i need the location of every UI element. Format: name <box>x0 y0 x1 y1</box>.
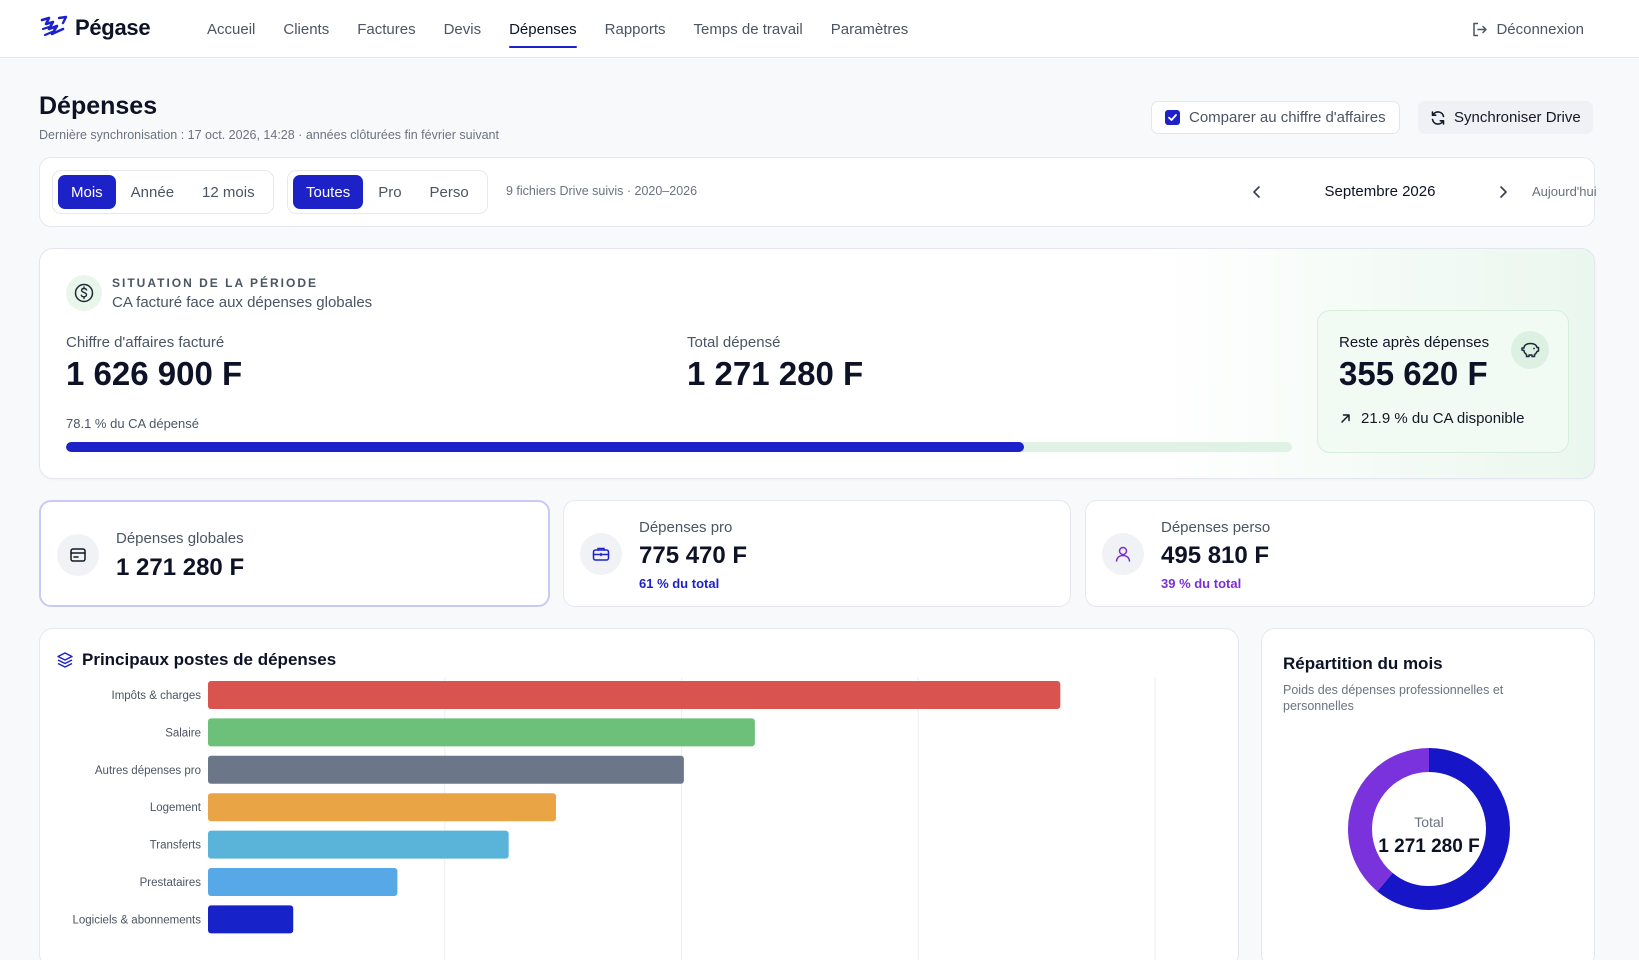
scope-all[interactable]: Toutes <box>293 175 364 209</box>
compare-checkbox[interactable] <box>1165 110 1180 125</box>
period-mode-year[interactable]: Année <box>130 183 175 201</box>
user-icon <box>1102 533 1144 575</box>
nav-item-temps-de-travail[interactable]: Temps de travail <box>693 20 803 38</box>
pegase-logo-icon <box>40 15 68 37</box>
chart-bar[interactable] <box>208 830 509 859</box>
chart-title: Principaux postes de dépenses <box>82 650 337 669</box>
stat-card-global[interactable]: Dépenses globales 1 271 280 F <box>39 500 550 607</box>
chart-bar[interactable] <box>208 905 294 934</box>
chevron-left-icon <box>1253 186 1260 198</box>
chart-category-label: Autres dépenses pro <box>95 765 201 777</box>
nav-item-factures[interactable]: Factures <box>357 20 416 38</box>
chart-bar[interactable] <box>208 868 398 896</box>
donut-segment-perso[interactable] <box>1348 748 1510 910</box>
filter-bar: Mois Année 12 mois Toutes Pro Perso 9 fi… <box>39 157 1597 227</box>
logout-icon <box>1473 22 1488 36</box>
arrow-up-right-icon <box>1341 414 1350 423</box>
pro-perso-donut-chart <box>1348 748 1510 910</box>
chart-category-label: Prestataires <box>140 877 202 889</box>
nav-item-clients[interactable]: Clients <box>283 20 330 38</box>
piggy-bank-icon <box>1511 331 1549 369</box>
top-navigation-bar: Pégase Accueil Clients Factures Devis Dé… <box>0 0 1639 58</box>
stat-perso-label: Dépenses perso <box>1161 519 1271 536</box>
chart-category-label: Impôts & charges <box>112 690 202 702</box>
situation-kicker: SITUATION DE LA PÉRIODE <box>112 276 319 290</box>
spent-percent-label: 78.1 % du CA dépensé <box>66 416 199 431</box>
layers-icon <box>57 652 73 668</box>
stat-global-label: Dépenses globales <box>116 530 244 547</box>
remaining-note: 21.9 % du CA disponible <box>1339 410 1524 427</box>
wallet-icon <box>57 534 99 576</box>
page-title: Dépenses <box>39 92 158 120</box>
expense-bar-chart: Impôts & charges Salaire Autres dépenses p… <box>73 677 1156 960</box>
situation-subtitle: CA facturé face aux dépenses globales <box>112 294 373 311</box>
briefcase-icon <box>580 533 622 575</box>
previous-period-button[interactable] <box>1243 178 1271 206</box>
chart-bar[interactable] <box>208 755 684 784</box>
stat-card-pro[interactable]: Dépenses pro 775 470 F 61 % du total <box>563 500 1071 607</box>
total-spent-value: 1 271 280 F <box>687 355 864 392</box>
donut-subtitle: Poids des dépenses professionnelles et p… <box>1283 683 1504 713</box>
chart-bar[interactable] <box>208 718 755 747</box>
scope-pro[interactable]: Pro <box>378 183 402 201</box>
stat-pro-note: 61 % du total <box>639 576 720 591</box>
period-mode-12-months[interactable]: 12 mois <box>202 183 255 201</box>
dollar-circle-icon <box>66 275 102 311</box>
compare-label: Comparer au chiffre d'affaires <box>1189 109 1386 126</box>
logout-button[interactable]: Déconnexion <box>1471 0 1584 58</box>
top-expense-categories-card: Principaux postes de dépenses Impôts & c… <box>39 628 1239 960</box>
period-mode-month[interactable]: Mois <box>58 175 116 209</box>
chart-category-label: Transferts <box>150 840 202 852</box>
remaining-card: Reste après dépenses 355 620 F 21.9 % du… <box>1317 310 1569 453</box>
revenue-label: Chiffre d'affaires facturé <box>66 334 225 351</box>
last-sync-info: Dernière synchronisation : 17 oct. 2026,… <box>39 128 499 142</box>
app-logo[interactable]: Pégase <box>39 14 151 42</box>
stat-perso-value: 495 810 F <box>1161 542 1270 569</box>
total-spent-label: Total dépensé <box>687 334 781 351</box>
nav-item-depenses[interactable]: Dépenses <box>495 0 591 58</box>
stat-pro-label: Dépenses pro <box>639 519 733 536</box>
donut-center-label: Total <box>1414 814 1444 830</box>
compare-revenue-toggle[interactable]: Comparer au chiffre d'affaires <box>1151 101 1400 134</box>
chevron-right-icon <box>1500 186 1507 198</box>
nav-item-rapports[interactable]: Rapports <box>604 20 666 38</box>
refresh-icon <box>1431 110 1445 125</box>
stat-perso-note: 39 % du total <box>1161 576 1242 591</box>
chart-category-label: Logiciels & abonnements <box>73 914 202 926</box>
current-period: Septembre 2026 <box>1324 183 1436 200</box>
remaining-value: 355 620 F <box>1339 355 1488 392</box>
spent-progress-bar <box>66 442 1292 452</box>
spent-progress-fill <box>66 442 1024 452</box>
today-button[interactable]: Aujourd'hui <box>1532 184 1597 199</box>
scope-selector: Toutes Pro Perso <box>287 170 488 214</box>
scope-perso[interactable]: Perso <box>429 183 469 201</box>
remaining-note-text: 21.9 % du CA disponible <box>1361 410 1525 427</box>
app-name: Pégase <box>75 15 151 40</box>
sync-drive-label: Synchroniser Drive <box>1454 109 1581 126</box>
monthly-breakdown-card: Répartition du mois Poids des dépenses p… <box>1261 628 1595 960</box>
period-situation-card: SITUATION DE LA PÉRIODE CA facturé face … <box>39 248 1595 479</box>
donut-center-value: 1 271 280 F <box>1378 836 1480 857</box>
next-period-button[interactable] <box>1489 178 1517 206</box>
chart-bar[interactable] <box>208 681 1061 709</box>
nav-item-devis[interactable]: Devis <box>443 20 482 38</box>
stat-card-perso[interactable]: Dépenses perso 495 810 F 39 % du total <box>1085 500 1595 607</box>
nav-item-parametres[interactable]: Paramètres <box>830 20 909 38</box>
sync-drive-button[interactable]: Synchroniser Drive <box>1418 101 1593 134</box>
main-nav: Accueil Clients Factures Devis Dépenses … <box>193 0 922 58</box>
donut-title: Répartition du mois <box>1283 654 1443 673</box>
stat-global-value: 1 271 280 F <box>116 554 245 581</box>
checkmark-icon <box>1168 114 1177 121</box>
logout-label: Déconnexion <box>1496 20 1584 38</box>
chart-category-label: Salaire <box>165 727 201 739</box>
revenue-value: 1 626 900 F <box>66 355 243 392</box>
nav-item-accueil[interactable]: Accueil <box>207 20 256 38</box>
stat-pro-value: 775 470 F <box>639 542 748 569</box>
chart-category-label: Logement <box>150 802 202 814</box>
remaining-label: Reste après dépenses <box>1339 334 1490 351</box>
drive-files-note: 9 fichiers Drive suivis · 2020–2026 <box>506 184 698 198</box>
period-mode-selector: Mois Année 12 mois <box>52 170 274 214</box>
chart-bar[interactable] <box>208 793 557 822</box>
